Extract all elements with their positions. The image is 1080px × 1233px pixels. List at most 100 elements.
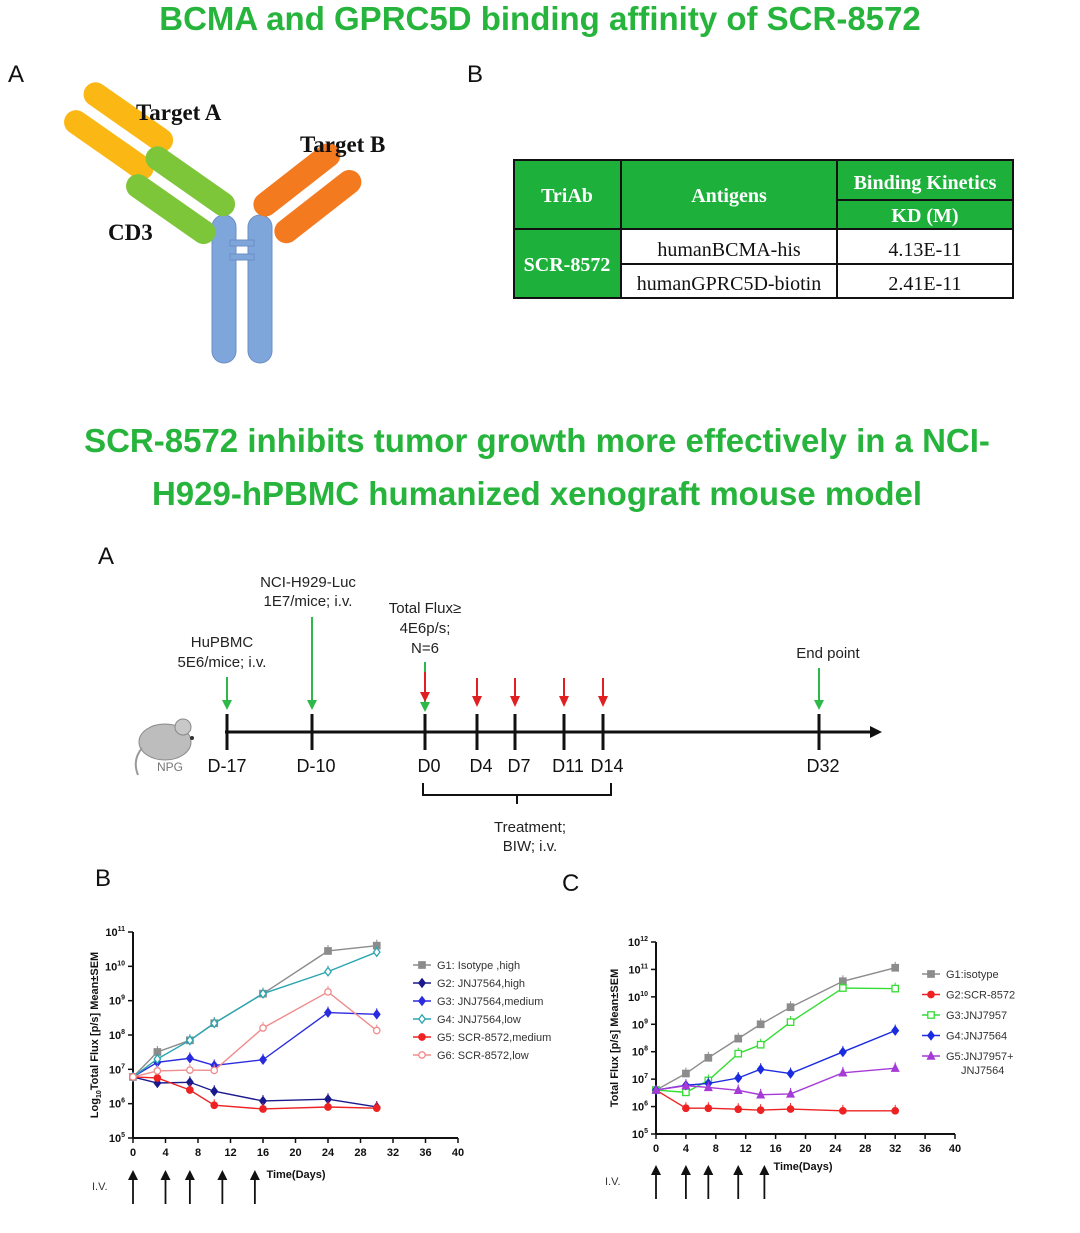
data-point (210, 1017, 219, 1029)
data-point (372, 1104, 381, 1113)
series-1: G1:isotype (652, 961, 999, 1094)
data-point (838, 1046, 847, 1058)
data-point (756, 1106, 765, 1115)
data-point (417, 977, 427, 989)
y-tick-label: 1011 (628, 963, 648, 976)
data-point (323, 1007, 333, 1018)
data-point (323, 966, 333, 977)
panel-label-b: B (467, 61, 483, 88)
x-tick-label: 20 (289, 1147, 301, 1159)
data-point (839, 984, 847, 992)
legend-label: G2: JNJ7564,high (437, 978, 525, 990)
iv-dose-arrow-head (651, 1165, 661, 1175)
data-point (681, 1080, 691, 1090)
x-tick-label: 4 (683, 1143, 690, 1155)
data-point (417, 995, 427, 1007)
series-line (132, 944, 377, 1078)
series-line (132, 1076, 377, 1108)
x-tick-label: 12 (740, 1143, 752, 1155)
iv-dose-arrow-head (217, 1170, 228, 1180)
iv-dose-arrow-head (733, 1165, 744, 1175)
series-line (132, 951, 378, 1078)
data-point (418, 1051, 426, 1059)
data-point (786, 1018, 795, 1026)
data-point (129, 1073, 137, 1081)
y-tick-label: 108 (109, 1029, 125, 1042)
x-tick-label: 24 (829, 1143, 842, 1155)
dosing-arrow-head (472, 696, 482, 707)
data-point (682, 1104, 690, 1113)
data-point (734, 1105, 743, 1114)
data-point (733, 1085, 743, 1095)
header-antigens: Antigens (691, 185, 767, 207)
x-tick-label: 16 (257, 1147, 269, 1159)
title-xenograft-line2: H929-hPBMC humanized xenograft mouse mod… (152, 475, 922, 512)
iv-dose-arrow-head (249, 1170, 260, 1180)
data-point (839, 1106, 847, 1115)
fc-stem (211, 214, 273, 364)
mouse-icon: NPG (134, 718, 194, 776)
label-target-b: Target B (300, 132, 385, 157)
data-point (734, 1072, 743, 1084)
x-tick-label: 40 (949, 1143, 961, 1155)
y-tick-label: 105 (632, 1128, 648, 1141)
timeline-day-label: D11 (552, 756, 584, 776)
legend-label: G5:JNJ7957+ (946, 1051, 1014, 1063)
cd3-arm (126, 146, 236, 245)
data-point (927, 1011, 935, 1019)
data-point (259, 1105, 267, 1113)
data-point (210, 1085, 219, 1097)
event-pbmc-line2: 5E6/mice; i.v. (178, 654, 267, 671)
data-point (786, 1088, 796, 1098)
panel-label-a: A (98, 543, 114, 570)
study-timeline: NPG D-17 D-10 D0 D4 D7 D11 D14 D32 HuPBMC 5E6/m… (134, 574, 882, 855)
data-point (372, 1026, 381, 1035)
data-point (210, 1066, 219, 1075)
dosing-arrow-head (510, 696, 520, 707)
data-point (891, 984, 900, 993)
iv-label: I.V. (92, 1181, 108, 1193)
data-point (372, 1009, 381, 1020)
cell-molecule: SCR-8572 (524, 254, 611, 276)
event-grouping-line1: Total Flux≥ (389, 600, 461, 617)
treatment-line1: Treatment; (494, 819, 566, 836)
data-point (324, 988, 332, 996)
header-kd: KD (M) (891, 205, 958, 227)
data-point (324, 1103, 332, 1111)
dosing-arrow-head (598, 696, 608, 707)
data-point (927, 970, 935, 978)
data-point (926, 1050, 936, 1060)
y-tick-label: 108 (632, 1046, 648, 1059)
iv-dose-arrow-head (703, 1165, 714, 1175)
target-a-arm (64, 82, 174, 181)
data-point (185, 1035, 194, 1046)
event-end-point: End point (796, 645, 860, 662)
x-tick-label: 0 (653, 1143, 659, 1155)
series-3: G3:JNJ7957 (652, 982, 1007, 1097)
y-tick-label: 1011 (105, 926, 125, 939)
legend-label: G3: JNJ7564,medium (437, 996, 543, 1008)
y-tick-label: 107 (632, 1073, 648, 1086)
x-axis-label: Time(Days) (773, 1161, 832, 1173)
timeline-day-label: D7 (507, 756, 530, 776)
data-point (324, 947, 332, 955)
timeline-day-label: D-17 (207, 756, 246, 776)
legend-label: G3:JNJ7957 (946, 1010, 1007, 1022)
y-axis-label: Log10Total Flux [p/s] Mean±SEM (89, 952, 103, 1118)
data-point (704, 1053, 713, 1062)
series-2: G2:SCR-8572 (652, 990, 1015, 1115)
panel-label-a: A (8, 61, 24, 88)
data-point (838, 1067, 848, 1077)
data-point (186, 1086, 194, 1094)
data-point (786, 1068, 795, 1079)
event-grouping-line2: 4E6p/s; (400, 620, 451, 637)
y-tick-label: 106 (632, 1101, 648, 1114)
x-tick-label: 24 (322, 1147, 335, 1159)
data-point (734, 1034, 743, 1043)
data-point (891, 963, 900, 972)
timeline-day-label: D32 (806, 756, 839, 776)
x-tick-label: 16 (769, 1143, 781, 1155)
data-point (417, 1013, 427, 1025)
data-point (704, 1104, 713, 1113)
legend-label: G5: SCR-8572,medium (437, 1032, 551, 1044)
